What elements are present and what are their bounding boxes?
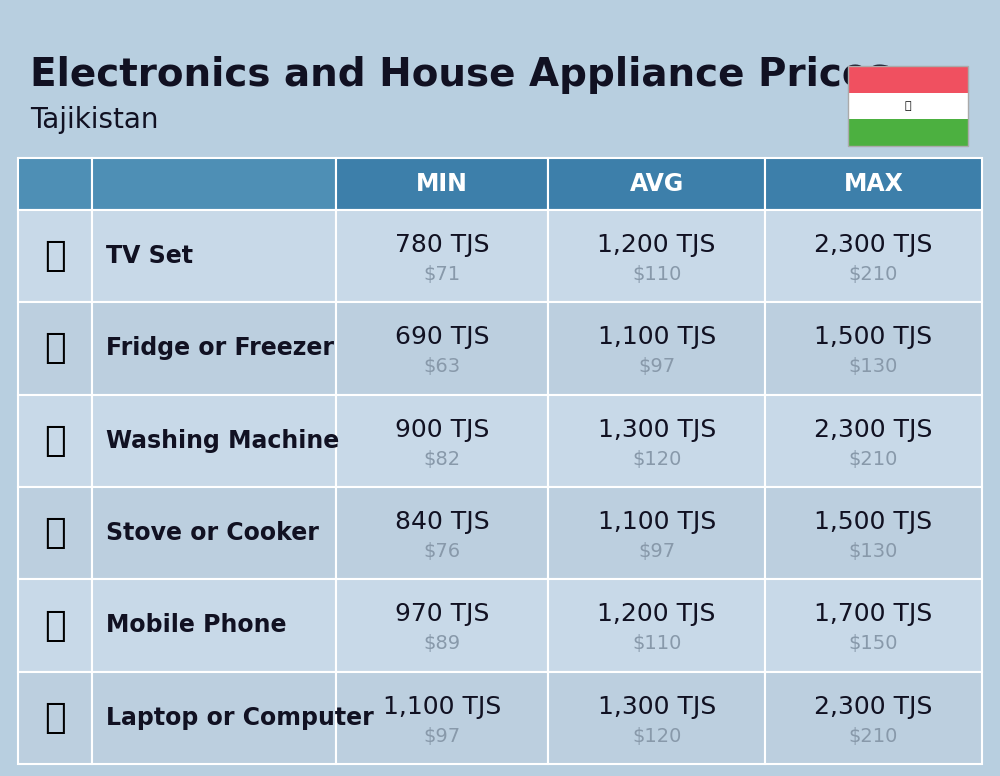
Text: Mobile Phone: Mobile Phone (106, 614, 287, 638)
Text: 1,200 TJS: 1,200 TJS (597, 233, 716, 257)
Bar (18, 303, 92, 395)
Bar (336, 672, 548, 764)
Text: $120: $120 (632, 450, 681, 469)
Bar (336, 580, 548, 672)
Bar (548, 210, 765, 303)
Bar (18, 672, 92, 764)
Bar (92, 672, 336, 764)
Text: $97: $97 (638, 542, 675, 561)
Text: MIN: MIN (416, 172, 468, 196)
Text: 840 TJS: 840 TJS (395, 510, 489, 534)
Text: $89: $89 (424, 635, 461, 653)
Bar (18, 395, 92, 487)
Text: 2,300 TJS: 2,300 TJS (814, 233, 933, 257)
Bar (765, 395, 982, 487)
Text: TV Set: TV Set (106, 244, 193, 268)
Text: Washing Machine: Washing Machine (106, 429, 339, 453)
Text: 970 TJS: 970 TJS (395, 602, 489, 626)
Bar (548, 303, 765, 395)
Text: 🧊: 🧊 (44, 331, 66, 365)
Bar (765, 210, 982, 303)
Bar (848, 66, 968, 146)
Bar (18, 158, 92, 210)
Bar (765, 672, 982, 764)
Text: 👑: 👑 (905, 101, 911, 111)
Text: $210: $210 (849, 727, 898, 746)
Bar (92, 303, 336, 395)
Text: 1,100 TJS: 1,100 TJS (598, 510, 716, 534)
Bar (18, 487, 92, 580)
Text: Electronics and House Appliance Prices: Electronics and House Appliance Prices (30, 56, 891, 94)
Bar (548, 158, 765, 210)
Text: Laptop or Computer: Laptop or Computer (106, 706, 374, 730)
Bar (765, 303, 982, 395)
Bar (18, 210, 92, 303)
Text: 📺: 📺 (44, 239, 66, 273)
Text: 1,700 TJS: 1,700 TJS (814, 602, 933, 626)
Text: Tajikistan: Tajikistan (30, 106, 158, 134)
Text: 1,100 TJS: 1,100 TJS (598, 325, 716, 349)
Text: 1,300 TJS: 1,300 TJS (598, 417, 716, 442)
Bar (765, 487, 982, 580)
Bar (92, 580, 336, 672)
Bar (848, 92, 968, 120)
Text: AVG: AVG (630, 172, 684, 196)
Text: $71: $71 (424, 265, 461, 284)
Text: Stove or Cooker: Stove or Cooker (106, 521, 319, 546)
Bar (336, 158, 548, 210)
Bar (336, 395, 548, 487)
Text: $150: $150 (849, 635, 898, 653)
Text: 2,300 TJS: 2,300 TJS (814, 695, 933, 719)
Text: $110: $110 (632, 635, 681, 653)
Bar (548, 395, 765, 487)
Text: $97: $97 (424, 727, 461, 746)
Text: 1,500 TJS: 1,500 TJS (814, 325, 933, 349)
Text: 🔥: 🔥 (44, 516, 66, 550)
Text: 🌀: 🌀 (44, 424, 66, 458)
Text: 📱: 📱 (44, 608, 66, 643)
Bar (765, 158, 982, 210)
Bar (92, 395, 336, 487)
Text: 💻: 💻 (44, 701, 66, 735)
Bar (848, 66, 968, 92)
Bar (18, 580, 92, 672)
Text: $130: $130 (849, 358, 898, 376)
Bar (92, 210, 336, 303)
Bar (336, 303, 548, 395)
Bar (548, 672, 765, 764)
Text: 780 TJS: 780 TJS (395, 233, 489, 257)
Text: 1,300 TJS: 1,300 TJS (598, 695, 716, 719)
Text: $76: $76 (424, 542, 461, 561)
Text: $130: $130 (849, 542, 898, 561)
Text: 2,300 TJS: 2,300 TJS (814, 417, 933, 442)
Text: $63: $63 (424, 358, 461, 376)
Text: MAX: MAX (844, 172, 903, 196)
Text: $210: $210 (849, 265, 898, 284)
Bar (92, 158, 336, 210)
Bar (548, 487, 765, 580)
Bar (848, 120, 968, 146)
Bar (336, 487, 548, 580)
Text: Fridge or Freezer: Fridge or Freezer (106, 337, 334, 361)
Text: 690 TJS: 690 TJS (395, 325, 489, 349)
Text: $82: $82 (424, 450, 461, 469)
Bar (548, 580, 765, 672)
Text: 900 TJS: 900 TJS (395, 417, 489, 442)
Text: 1,100 TJS: 1,100 TJS (383, 695, 501, 719)
Bar (336, 210, 548, 303)
Bar (765, 580, 982, 672)
Text: $110: $110 (632, 265, 681, 284)
Text: $210: $210 (849, 450, 898, 469)
Text: 1,500 TJS: 1,500 TJS (814, 510, 933, 534)
Text: 1,200 TJS: 1,200 TJS (597, 602, 716, 626)
Text: $97: $97 (638, 358, 675, 376)
Bar (92, 487, 336, 580)
Text: $120: $120 (632, 727, 681, 746)
